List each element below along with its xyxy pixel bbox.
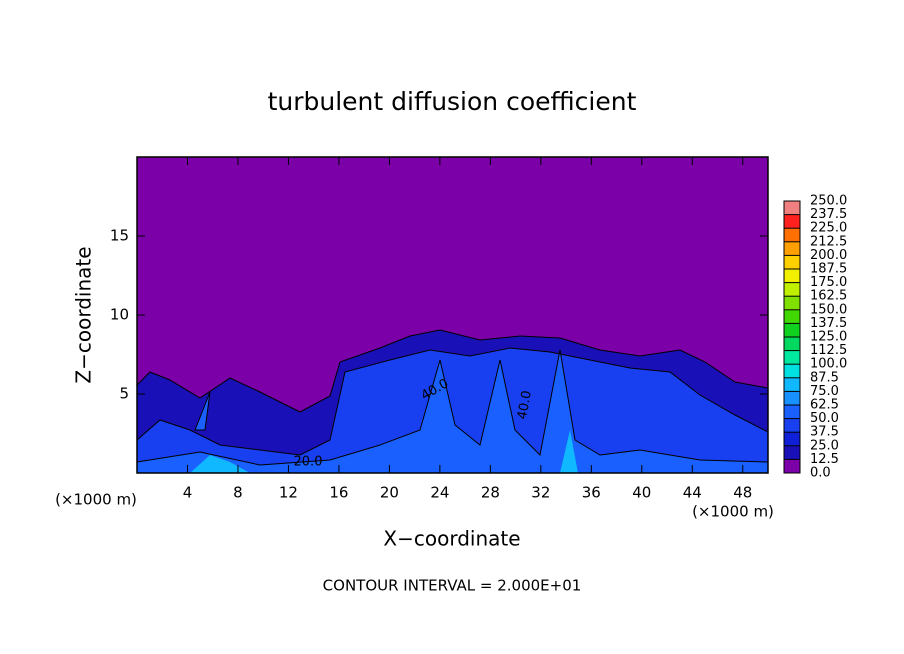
colorbar-label: 125.0	[810, 330, 847, 345]
colorbar-label: 187.5	[810, 262, 847, 277]
colorbar-band	[784, 214, 800, 229]
colorbar-band	[784, 323, 800, 337]
field-region	[136, 349, 769, 474]
colorbar-label: 150.0	[810, 302, 847, 317]
x-tick-label: 8	[233, 484, 243, 502]
colorbar-band	[784, 255, 800, 269]
colorbar-band	[784, 282, 800, 297]
footer-note: CONTOUR INTERVAL = 2.000E+01	[323, 577, 582, 595]
colorbar-band	[784, 309, 800, 324]
colorbar-band	[784, 445, 800, 460]
colorbar-band	[784, 459, 800, 473]
field-region	[190, 430, 578, 473]
colorbar-band	[784, 201, 800, 215]
colorbar-band	[784, 350, 800, 365]
colorbar-label: 225.0	[810, 221, 847, 236]
x-tick-label: 4	[183, 484, 193, 502]
colorbar-label: 37.5	[810, 425, 839, 440]
colorbar-label: 112.5	[810, 343, 847, 358]
colorbar-label: 62.5	[810, 398, 839, 413]
contour-label: 20.0	[294, 455, 323, 470]
colorbar-label: 0.0	[810, 466, 831, 481]
y-tick-label: 10	[110, 306, 129, 324]
x-tick-label: 36	[582, 484, 601, 502]
colorbar-band	[784, 391, 800, 405]
colorbar-band	[784, 405, 800, 419]
colorbar-label: 175.0	[810, 275, 847, 290]
x-tick-label: 20	[380, 484, 399, 502]
colorbar-label: 12.5	[810, 452, 839, 467]
colorbar-band	[784, 364, 800, 378]
x-tick-label: 28	[481, 484, 500, 502]
colorbar-label: 50.0	[810, 411, 839, 426]
x-tick-label: 16	[329, 484, 348, 502]
chart-title: turbulent diffusion coefficient	[268, 87, 637, 116]
x-tick-label: 32	[531, 484, 550, 502]
x-tick-label: 40	[632, 484, 651, 502]
colorbar-label: 162.5	[810, 289, 847, 304]
colorbar-label: 100.0	[810, 357, 847, 372]
field-region	[194, 391, 211, 431]
y-tick-label: 5	[119, 385, 129, 403]
colorbar-band	[784, 337, 800, 351]
colorbar-label: 237.5	[810, 207, 847, 222]
colorbar-label: 25.0	[810, 438, 839, 453]
contour-label: 40.0	[515, 389, 535, 420]
colorbar-label: 75.0	[810, 384, 839, 399]
y-axis-label: Z−coordinate	[72, 246, 96, 383]
colorbar-label: 137.5	[810, 316, 847, 331]
x-tick-label: 24	[430, 484, 449, 502]
colorbar-label: 200.0	[810, 248, 847, 263]
colorbar-label: 250.0	[810, 194, 847, 209]
colorbar-band	[784, 377, 800, 392]
x-unit-label: (×1000 m)	[55, 491, 137, 509]
colorbar-label: 212.5	[810, 234, 847, 249]
x-tick-label: 48	[733, 484, 752, 502]
colorbar-band	[784, 432, 800, 446]
field-region	[136, 347, 769, 474]
colorbar-band	[784, 269, 800, 283]
x-tick-label: 12	[279, 484, 298, 502]
x-unit-label: (×1000 m)	[692, 503, 774, 521]
colorbar-label: 87.5	[810, 370, 839, 385]
field	[136, 157, 769, 474]
y-tick-label: 15	[110, 227, 129, 245]
colorbar-band	[784, 241, 800, 256]
colorbar-band	[784, 228, 800, 242]
x-tick-label: 44	[683, 484, 702, 502]
x-axis-label: X−coordinate	[383, 527, 520, 551]
colorbar-band	[784, 296, 800, 310]
colorbar-band	[784, 418, 800, 433]
